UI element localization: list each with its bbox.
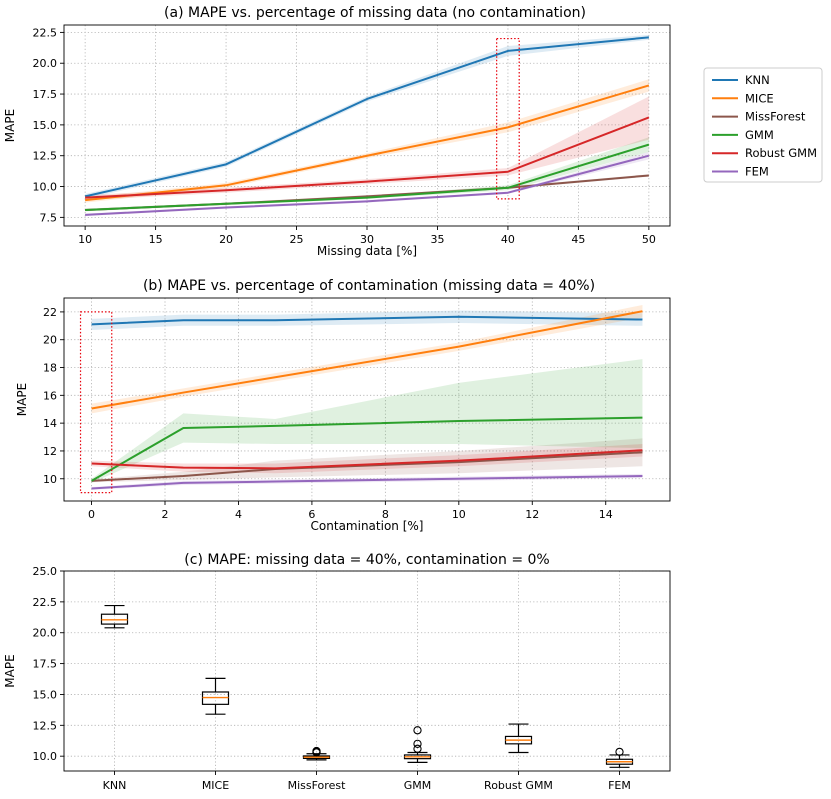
chart-a-line-robust-gmm: [85, 116, 650, 199]
chart-b-band-missforest: [91, 438, 643, 483]
chart-b-band-mice: [91, 304, 643, 414]
chart-c-ytick-label: 12.5: [33, 719, 58, 732]
chart-b-line-knn: [91, 315, 643, 326]
chart-c-ytick-label: 22.5: [33, 596, 58, 609]
chart-b-xtick-label: 2: [162, 508, 169, 521]
chart-a-band-robust-gmm: [85, 96, 649, 201]
chart-b-ytick-label: 22: [43, 306, 57, 319]
chart-c-title: (c) MAPE: missing data = 40%, contaminat…: [184, 552, 549, 568]
chart-b-ytick-label: 16: [43, 389, 57, 402]
chart-a-line-knn: [84, 36, 649, 198]
chart-a-ytick-label: 20.0: [33, 57, 58, 70]
chart-a-xtick-label: 50: [642, 233, 656, 246]
chart-c-ytick-label: 17.5: [33, 658, 58, 671]
chart-b-band-gmm: [91, 359, 643, 483]
chart-b-title: (b) MAPE vs. percentage of contamination…: [143, 278, 595, 294]
chart-c-xtick-label: MissForest: [288, 779, 346, 792]
chart-b-highlight-box: [79, 311, 113, 494]
chart-b-xtick-label: 6: [308, 508, 315, 521]
chart-b: (b) MAPE vs. percentage of contamination…: [15, 278, 671, 533]
chart-c-frame: [63, 570, 671, 772]
chart-b-line-gmm: [91, 416, 643, 482]
legend-label-fem: FEM: [745, 165, 769, 179]
chart-b-xtick-label: 10: [452, 508, 466, 521]
legend-label-gmm: GMM: [745, 128, 774, 142]
chart-a: (a) MAPE vs. percentage of missing data …: [3, 5, 671, 258]
chart-a-band-fem: [85, 152, 649, 217]
chart-b-line-robust-gmm: [91, 449, 643, 470]
legend-label-knn: KNN: [745, 73, 770, 87]
chart-c-ylabel: MAPE: [3, 654, 17, 687]
chart-c: (c) MAPE: missing data = 40%, contaminat…: [3, 552, 671, 792]
chart-b-xtick-label: 4: [235, 508, 242, 521]
chart-a-xtick-label: 45: [571, 233, 585, 246]
chart-b-xtick-label: 14: [599, 508, 613, 521]
box-outlier-gmm: [413, 726, 422, 735]
chart-a-highlight-box: [496, 37, 520, 200]
chart-c-xtick-label: MICE: [202, 779, 229, 792]
chart-a-title: (a) MAPE vs. percentage of missing data …: [164, 5, 586, 21]
chart-a-xtick-label: 40: [501, 233, 515, 246]
chart-b-xtick-label: 8: [382, 508, 389, 521]
chart-a-ytick-label: 12.5: [33, 150, 58, 163]
chart-a-xlabel: Missing data [%]: [317, 244, 417, 258]
chart-b-line-fem: [91, 474, 643, 490]
legend-label-mice: MICE: [745, 91, 774, 105]
box-outlier-gmm: [413, 739, 422, 748]
chart-a-xtick-label: 30: [360, 233, 374, 246]
chart-c-xtick-label: KNN: [103, 779, 127, 792]
chart-a-xtick-label: 25: [290, 233, 304, 246]
chart-a-ytick-label: 15.0: [33, 119, 58, 132]
chart-b-xlabel: Contamination [%]: [311, 519, 424, 533]
chart-b-ytick-label: 12: [43, 445, 57, 458]
chart-b-line-mice: [91, 310, 643, 410]
box-outlier-fem: [615, 747, 624, 757]
chart-a-line-fem: [85, 154, 650, 216]
chart-b-xtick-label: 12: [525, 508, 539, 521]
chart-c-xtick-label: Robust GMM: [484, 779, 553, 792]
chart-c-xtick-label: FEM: [608, 779, 631, 792]
legend: KNN MICE MissForest GMM Robust GMM FEM: [703, 67, 823, 183]
chart-a-ytick-label: 10.0: [33, 181, 58, 194]
chart-b-band-knn: [91, 310, 643, 330]
chart-a-xtick-label: 20: [219, 233, 233, 246]
chart-c-ytick-label: 25.0: [33, 565, 58, 578]
chart-b-ytick-label: 14: [43, 417, 57, 430]
chart-b-xtick-label: 0: [88, 508, 95, 521]
chart-a-ytick-label: 17.5: [33, 88, 58, 101]
chart-a-band-knn: [85, 34, 649, 199]
chart-a-xtick-label: 10: [78, 233, 92, 246]
box-outlier-missforest: [312, 746, 321, 756]
chart-c-ytick-label: 10.0: [33, 750, 58, 763]
chart-b-ytick-label: 20: [43, 334, 57, 347]
chart-a-xtick-label: 15: [149, 233, 163, 246]
chart-b-ylabel: MAPE: [15, 383, 29, 416]
chart-c-ytick-label: 20.0: [33, 627, 58, 640]
chart-c-xtick-label: GMM: [404, 779, 432, 792]
legend-label-missforest: MissForest: [745, 110, 806, 124]
legend-label-robust-gmm: Robust GMM: [745, 146, 817, 160]
box-outlier-gmm: [413, 744, 422, 753]
chart-b-frame: [63, 297, 671, 502]
chart-a-line-mice: [85, 84, 650, 202]
chart-c-ytick-label: 15.0: [33, 688, 58, 701]
chart-b-band-robust-gmm: [91, 443, 643, 474]
chart-a-ytick-label: 7.5: [40, 211, 58, 224]
chart-a-ytick-label: 22.5: [33, 26, 58, 39]
chart-a-ylabel: MAPE: [3, 109, 17, 142]
chart-a-xtick-label: 35: [430, 233, 444, 246]
chart-b-ytick-label: 18: [43, 362, 57, 375]
chart-a-line-gmm: [85, 143, 650, 211]
chart-b-ytick-label: 10: [43, 473, 57, 486]
